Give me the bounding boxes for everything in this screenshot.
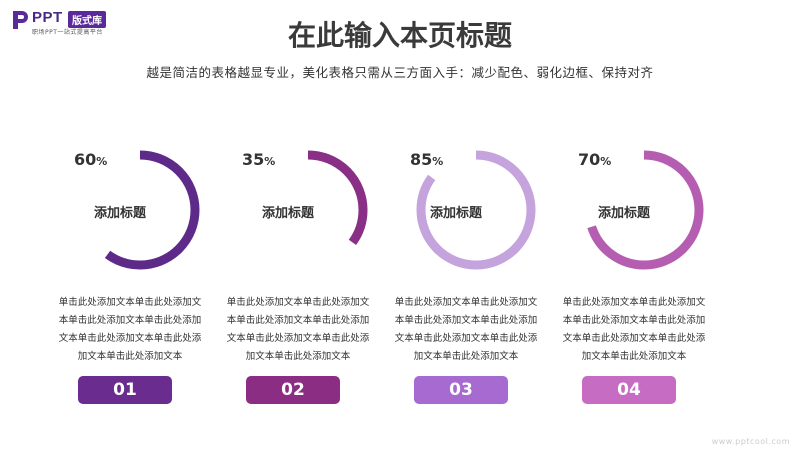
progress-label: 添加标题 [429,206,482,221]
progress-percent: 35% [242,150,275,169]
description-line: 文本单击此处添加文本单击此处添 [394,333,538,344]
description-text: 单击此处添加文本单击此处添加文 本单击此处添加文本单击此处添加 文本单击此处添加文本… [50,294,210,366]
description-line: 本单击此处添加文本单击此处添加 [226,315,370,326]
description-line: 本单击此处添加文本单击此处添加 [562,315,706,326]
progress-arc [80,150,200,270]
logo-tag: 版式库 [68,11,106,28]
progress-ring: 60% 添加标题 [50,140,210,280]
description-text: 单击此处添加文本单击此处添加文 本单击此处添加文本单击此处添加 文本单击此处添加文本… [386,294,546,366]
progress-label: 添加标题 [93,206,146,221]
description-line: 本单击此处添加文本单击此处添加 [58,315,202,326]
page-subtitle: 越是简洁的表格越显专业，美化表格只需从三方面入手：减少配色、弱化边框、保持对齐 [146,65,654,80]
progress-percent-value: 35 [242,150,265,169]
logo-subtitle: 职场PPT一站式提高平台 [32,29,103,36]
progress-arc [248,150,368,270]
logo-mark-icon [13,11,28,29]
progress-label: 添加标题 [261,206,314,221]
progress-ring: 35% 添加标题 [218,140,378,280]
description-line: 文本单击此处添加文本单击此处添 [58,333,202,344]
description-text: 单击此处添加文本单击此处添加文 本单击此处添加文本单击此处添加 文本单击此处添加文本… [218,294,378,366]
progress-ring-graphic [80,150,200,270]
description-line: 单击此处添加文本单击此处添加文 [394,297,538,308]
watermark: www.pptcool.com [711,437,790,446]
description-line: 单击此处添加文本单击此处添加文 [226,297,370,308]
description-line: 加文本单击此处添加文本 [413,351,519,362]
percent-symbol: % [264,155,276,168]
logo-brand: PPT [32,9,63,26]
description-line: 本单击此处添加文本单击此处添加 [394,315,538,326]
progress-ring: 85% 添加标题 [386,140,546,280]
progress-ring-graphic [248,150,368,270]
description-line: 加文本单击此处添加文本 [581,351,687,362]
description-line: 单击此处添加文本单击此处添加文 [58,297,202,308]
number-badge: 03 [414,376,508,404]
progress-percent: 85% [410,150,443,169]
progress-percent-value: 60 [74,150,97,169]
progress-percent-value: 85 [410,150,433,169]
progress-percent: 70% [578,150,611,169]
page-title: 在此输入本页标题 [287,19,512,52]
progress-arc [416,150,536,270]
description-text: 单击此处添加文本单击此处添加文 本单击此处添加文本单击此处添加 文本单击此处添加文本… [554,294,714,366]
percent-symbol: % [96,155,108,168]
logo: PPT 版式库 职场PPT一站式提高平台 [10,8,160,36]
progress-label: 添加标题 [597,206,650,221]
progress-ring-graphic [416,150,536,270]
progress-ring: 70% 添加标题 [554,140,714,280]
progress-arc [584,150,704,270]
progress-percent: 60% [74,150,107,169]
number-badge: 01 [78,376,172,404]
progress-ring-graphic [584,150,704,270]
number-badge: 02 [246,376,340,404]
description-line: 加文本单击此处添加文本 [245,351,351,362]
description-line: 文本单击此处添加文本单击此处添 [562,333,706,344]
percent-symbol: % [432,155,444,168]
progress-percent-value: 70 [578,150,601,169]
percent-symbol: % [600,155,612,168]
description-line: 单击此处添加文本单击此处添加文 [562,297,706,308]
number-badge: 04 [582,376,676,404]
description-line: 文本单击此处添加文本单击此处添 [226,333,370,344]
description-line: 加文本单击此处添加文本 [77,351,183,362]
